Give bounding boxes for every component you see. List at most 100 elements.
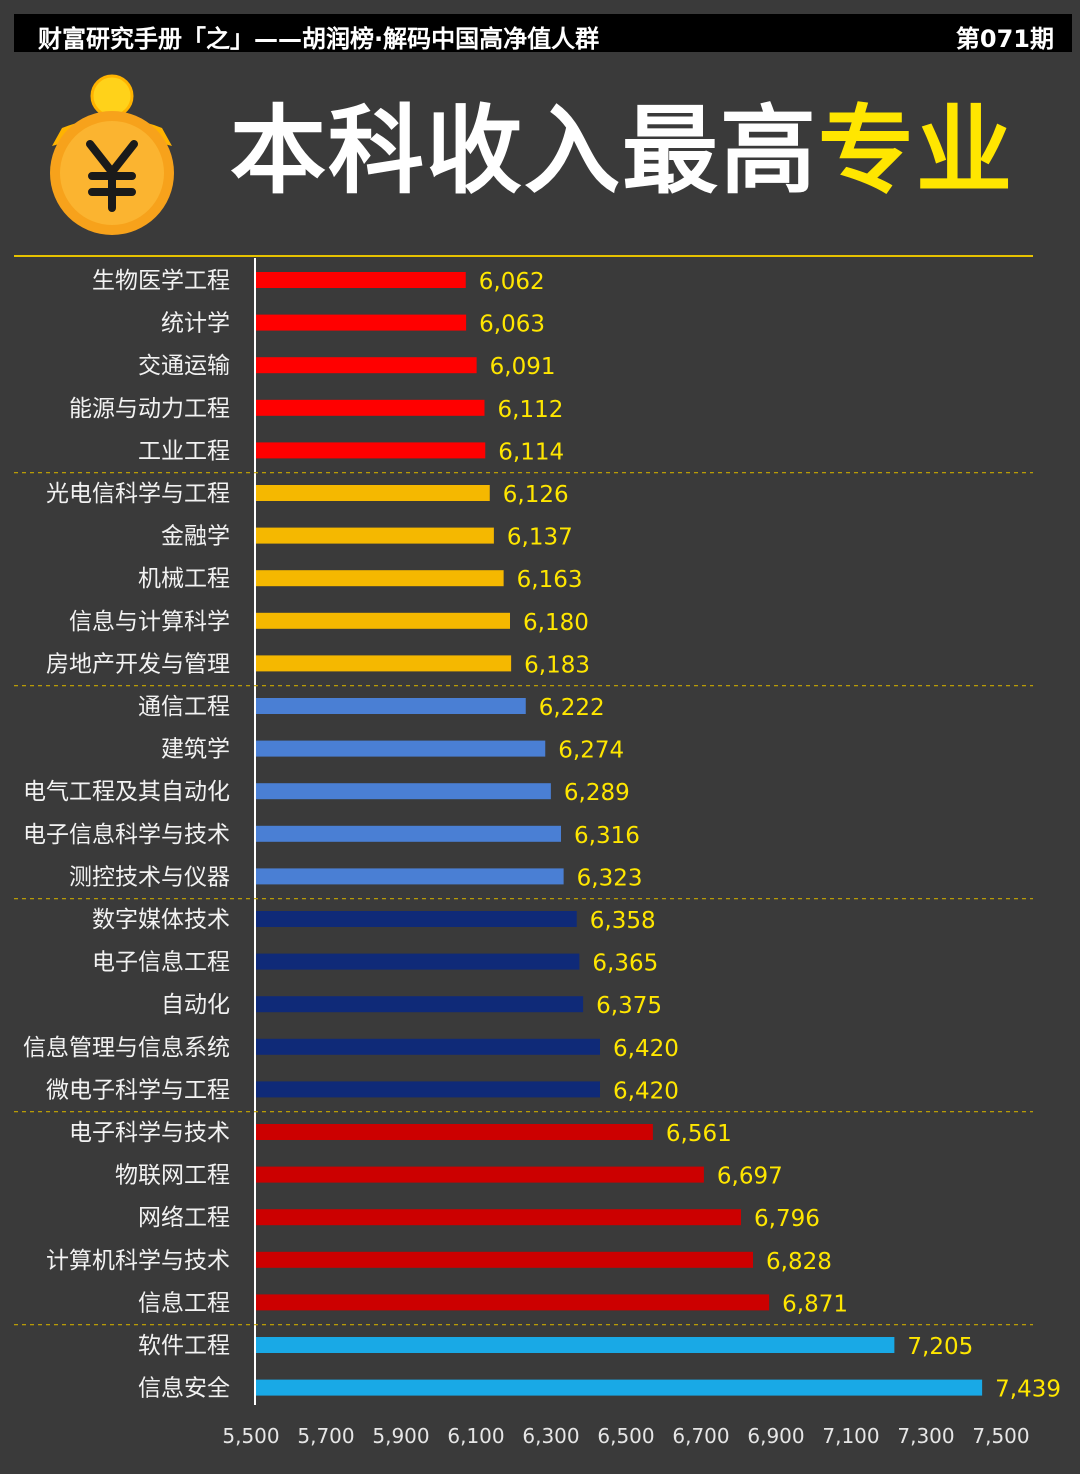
bar bbox=[256, 612, 510, 629]
data-label: 6,796 bbox=[754, 1206, 820, 1232]
category-label: 信息管理与信息系统 bbox=[23, 1035, 230, 1061]
x-tick-label: 5,900 bbox=[372, 1424, 429, 1448]
bar bbox=[256, 399, 485, 416]
bar bbox=[256, 1038, 600, 1055]
category-label: 工业工程 bbox=[138, 438, 230, 464]
issue-number: 第071期 bbox=[955, 25, 1054, 53]
data-label: 6,375 bbox=[596, 993, 662, 1019]
category-label: 信息工程 bbox=[138, 1290, 230, 1316]
bar bbox=[256, 485, 490, 501]
x-tick-label: 7,500 bbox=[972, 1424, 1029, 1448]
x-tick-label: 7,300 bbox=[897, 1424, 954, 1448]
category-label: 计算机科学与技术 bbox=[46, 1248, 230, 1274]
category-label: 光电信科学与工程 bbox=[46, 481, 230, 507]
bar bbox=[256, 1337, 895, 1353]
x-tick-label: 7,100 bbox=[822, 1424, 879, 1448]
bar bbox=[256, 1379, 983, 1396]
x-tick-label: 6,900 bbox=[747, 1424, 804, 1448]
category-label: 生物医学工程 bbox=[92, 268, 230, 294]
bar bbox=[256, 911, 577, 927]
data-label: 6,697 bbox=[717, 1164, 783, 1190]
data-label: 6,114 bbox=[498, 439, 564, 465]
bar bbox=[256, 570, 504, 587]
x-tick-label: 5,500 bbox=[222, 1424, 279, 1448]
x-tick-label: 5,700 bbox=[297, 1424, 354, 1448]
bar bbox=[256, 272, 466, 288]
bar bbox=[256, 527, 494, 544]
category-label: 建筑学 bbox=[161, 737, 230, 763]
data-label: 6,289 bbox=[564, 780, 630, 806]
category-label: 金融学 bbox=[161, 524, 230, 550]
bar bbox=[256, 1166, 704, 1183]
category-label: 能源与动力工程 bbox=[69, 396, 230, 422]
category-label: 电气工程及其自动化 bbox=[23, 779, 230, 805]
category-label: 网络工程 bbox=[138, 1205, 230, 1231]
category-label: 电子信息科学与技术 bbox=[23, 822, 230, 848]
bar bbox=[256, 996, 584, 1013]
data-label: 6,365 bbox=[592, 951, 658, 977]
x-tick-label: 6,100 bbox=[447, 1424, 504, 1448]
data-label: 7,205 bbox=[907, 1334, 973, 1360]
data-label: 6,323 bbox=[577, 865, 643, 891]
data-label: 6,180 bbox=[523, 610, 589, 636]
x-tick-label: 6,700 bbox=[672, 1424, 729, 1448]
data-label: 6,871 bbox=[782, 1291, 848, 1317]
data-label: 6,163 bbox=[517, 567, 583, 593]
category-label: 统计学 bbox=[161, 311, 230, 337]
data-label: 6,137 bbox=[507, 525, 573, 551]
data-label: 6,316 bbox=[574, 823, 640, 849]
bar bbox=[256, 1294, 770, 1311]
data-label: 6,183 bbox=[524, 652, 590, 678]
category-label: 机械工程 bbox=[138, 566, 230, 592]
title-white-part: 本科收入最高 bbox=[230, 95, 818, 207]
data-label: 6,274 bbox=[558, 738, 624, 764]
yuan-coin-icon bbox=[50, 74, 174, 235]
data-label: 6,828 bbox=[766, 1249, 832, 1275]
category-label: 房地产开发与管理 bbox=[46, 651, 230, 677]
category-label: 电子科学与技术 bbox=[69, 1120, 230, 1146]
category-label: 信息安全 bbox=[138, 1376, 230, 1402]
bar bbox=[256, 655, 512, 672]
data-label: 6,112 bbox=[498, 397, 564, 423]
data-label: 6,062 bbox=[479, 269, 545, 295]
bar bbox=[256, 1124, 653, 1140]
bar bbox=[256, 357, 477, 374]
category-label: 数字媒体技术 bbox=[92, 907, 230, 933]
data-label: 6,126 bbox=[503, 482, 569, 508]
category-label: 交通运输 bbox=[138, 353, 230, 379]
bar bbox=[256, 698, 526, 714]
bar bbox=[256, 868, 564, 885]
data-label: 6,358 bbox=[590, 908, 656, 934]
bar bbox=[256, 1209, 741, 1226]
x-tick-label: 6,300 bbox=[522, 1424, 579, 1448]
data-label: 6,222 bbox=[539, 695, 605, 721]
category-label: 电子信息工程 bbox=[92, 950, 230, 976]
chart-title: 本科收入最高专业 bbox=[230, 96, 1014, 206]
x-tick-label: 6,500 bbox=[597, 1424, 654, 1448]
header-series-title: 财富研究手册「之」——胡润榜·解码中国高净值人群 bbox=[38, 25, 600, 53]
data-label: 6,561 bbox=[666, 1121, 732, 1147]
title-yellow-part: 专业 bbox=[818, 95, 1014, 207]
category-label: 通信工程 bbox=[138, 694, 230, 720]
category-label: 信息与计算科学 bbox=[69, 609, 230, 635]
bar bbox=[256, 442, 486, 459]
category-label: 软件工程 bbox=[138, 1333, 230, 1359]
bar bbox=[256, 783, 551, 800]
category-label: 自动化 bbox=[161, 992, 230, 1018]
bar bbox=[256, 1081, 600, 1098]
bar bbox=[256, 953, 580, 970]
data-label: 6,420 bbox=[613, 1078, 679, 1104]
header-bar: 财富研究手册「之」——胡润榜·解码中国高净值人群 第071期 bbox=[14, 14, 1072, 53]
bar bbox=[256, 314, 467, 331]
data-label: 6,063 bbox=[479, 312, 545, 338]
bar bbox=[256, 1251, 753, 1268]
data-label: 6,420 bbox=[613, 1036, 679, 1062]
data-label: 7,439 bbox=[995, 1377, 1061, 1403]
data-label: 6,091 bbox=[490, 354, 556, 380]
category-label: 测控技术与仪器 bbox=[69, 864, 230, 890]
category-label: 微电子科学与工程 bbox=[46, 1077, 230, 1103]
bar bbox=[256, 825, 561, 842]
category-label: 物联网工程 bbox=[115, 1163, 230, 1189]
